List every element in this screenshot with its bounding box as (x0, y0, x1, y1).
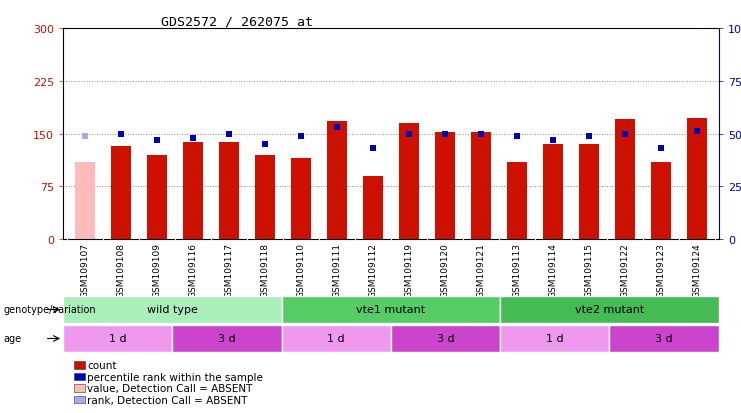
Text: GSM109108: GSM109108 (116, 242, 125, 297)
Text: GSM109113: GSM109113 (513, 242, 522, 297)
Bar (543, 145, 563, 240)
Text: percentile rank within the sample: percentile rank within the sample (87, 372, 263, 382)
Text: GSM109107: GSM109107 (80, 242, 89, 297)
Text: GDS2572 / 262075_at: GDS2572 / 262075_at (162, 15, 313, 28)
Text: GSM109110: GSM109110 (296, 242, 305, 297)
Text: GSM109122: GSM109122 (620, 242, 630, 297)
Bar (471, 133, 491, 240)
Text: GSM109124: GSM109124 (693, 242, 702, 297)
Bar (363, 176, 383, 240)
Bar (399, 124, 419, 240)
Text: 1 d: 1 d (546, 334, 564, 344)
Text: 1 d: 1 d (328, 334, 345, 344)
Text: GSM109112: GSM109112 (368, 242, 377, 297)
Bar (75, 162, 95, 240)
Bar (391, 325, 500, 352)
Text: 1 d: 1 d (109, 334, 127, 344)
Text: 3 d: 3 d (655, 334, 673, 344)
Bar (500, 325, 609, 352)
Text: GSM109118: GSM109118 (260, 242, 269, 297)
Bar (507, 162, 527, 240)
Text: GSM109116: GSM109116 (188, 242, 197, 297)
Bar (609, 325, 719, 352)
Bar (615, 120, 635, 240)
Bar (500, 297, 719, 323)
Text: age: age (4, 334, 21, 344)
Text: value, Detection Call = ABSENT: value, Detection Call = ABSENT (87, 383, 253, 393)
Text: GSM109115: GSM109115 (585, 242, 594, 297)
Bar (687, 119, 707, 240)
Bar (435, 133, 455, 240)
Text: wild type: wild type (147, 305, 198, 315)
Bar (282, 297, 500, 323)
Bar (172, 325, 282, 352)
Text: GSM109111: GSM109111 (332, 242, 342, 297)
Text: rank, Detection Call = ABSENT: rank, Detection Call = ABSENT (87, 395, 247, 405)
Bar (147, 155, 167, 240)
Text: GSM109119: GSM109119 (405, 242, 413, 297)
Text: GSM109121: GSM109121 (476, 242, 485, 297)
Bar (219, 142, 239, 240)
Text: genotype/variation: genotype/variation (4, 305, 96, 315)
Bar (63, 297, 282, 323)
Text: GSM109120: GSM109120 (440, 242, 450, 297)
Text: GSM109123: GSM109123 (657, 242, 665, 297)
Bar (327, 121, 347, 240)
Bar (291, 159, 310, 240)
Text: count: count (87, 360, 117, 370)
Text: 3 d: 3 d (218, 334, 236, 344)
Text: GSM109109: GSM109109 (152, 242, 162, 297)
Bar (255, 155, 275, 240)
Bar (63, 325, 172, 352)
Bar (579, 145, 599, 240)
Bar (183, 142, 202, 240)
Text: vte1 mutant: vte1 mutant (356, 305, 425, 315)
Bar (651, 162, 671, 240)
Text: GSM109117: GSM109117 (225, 242, 233, 297)
Text: GSM109114: GSM109114 (548, 242, 557, 297)
Bar (282, 325, 391, 352)
Bar (110, 147, 130, 240)
Text: 3 d: 3 d (436, 334, 454, 344)
Text: vte2 mutant: vte2 mutant (575, 305, 644, 315)
